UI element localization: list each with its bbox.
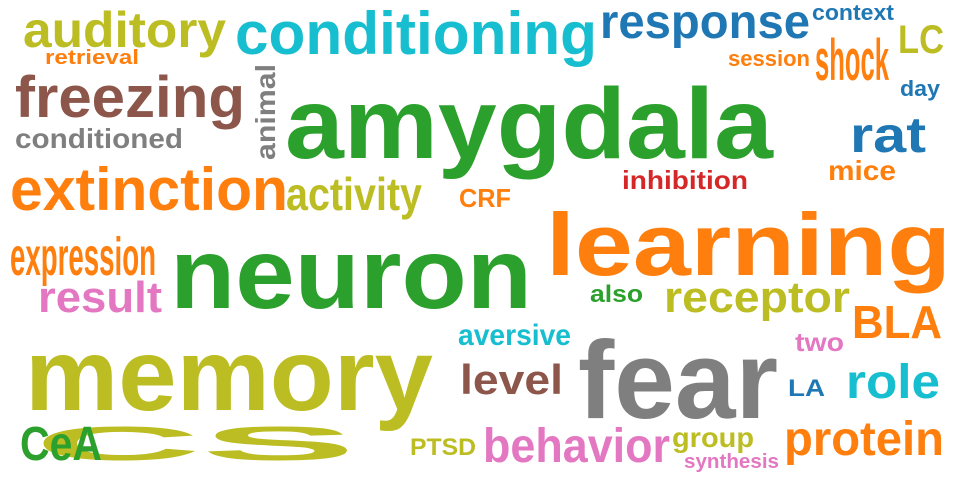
word-protein: protein [784,413,944,466]
word-bla: BLA [852,296,942,348]
word-auditory: auditory [23,2,226,58]
word-conditioned: conditioned [15,123,183,154]
word-amygdala: amygdala [285,68,774,180]
word-lc: LC [898,18,944,62]
word-mice: mice [828,155,896,186]
word-cs: CS [34,418,356,471]
word-la: LA [788,375,825,402]
word-day: day [900,76,941,101]
word-shock: shock [815,28,889,93]
word-ptsd: PTSD [410,434,476,461]
word-activity: activity [286,168,422,220]
word-memory: memory [25,318,433,432]
word-group: group [672,422,754,453]
word-rat: rat [850,107,926,163]
word-conditioning: conditioning [235,0,597,67]
word-receptor: receptor [664,273,850,322]
word-behavior: behavior [483,420,670,473]
word-cea: CeA [20,418,102,471]
word-expression: expression [10,227,156,287]
word-context: context [812,0,895,25]
word-aversive: aversive [458,319,571,352]
word-synthesis: synthesis [684,451,779,473]
word-retrieval: retrieval [45,47,139,69]
word-session: session [728,46,810,71]
word-learning: learning [546,195,951,294]
word-result: result [38,273,162,322]
word-two: two [795,327,844,357]
word-crf: CRF [459,183,511,213]
word-inhibition: inhibition [622,165,748,195]
word-freezing: freezing [15,65,245,130]
word-response: response [600,0,810,49]
word-level: level [460,356,563,403]
word-role: role [846,356,940,409]
word-animal: animal [250,64,281,160]
word-extinction: extinction [10,156,288,223]
word-fear: fear [578,319,778,442]
word-also: also [590,281,643,308]
word-neuron: neuron [170,218,532,330]
